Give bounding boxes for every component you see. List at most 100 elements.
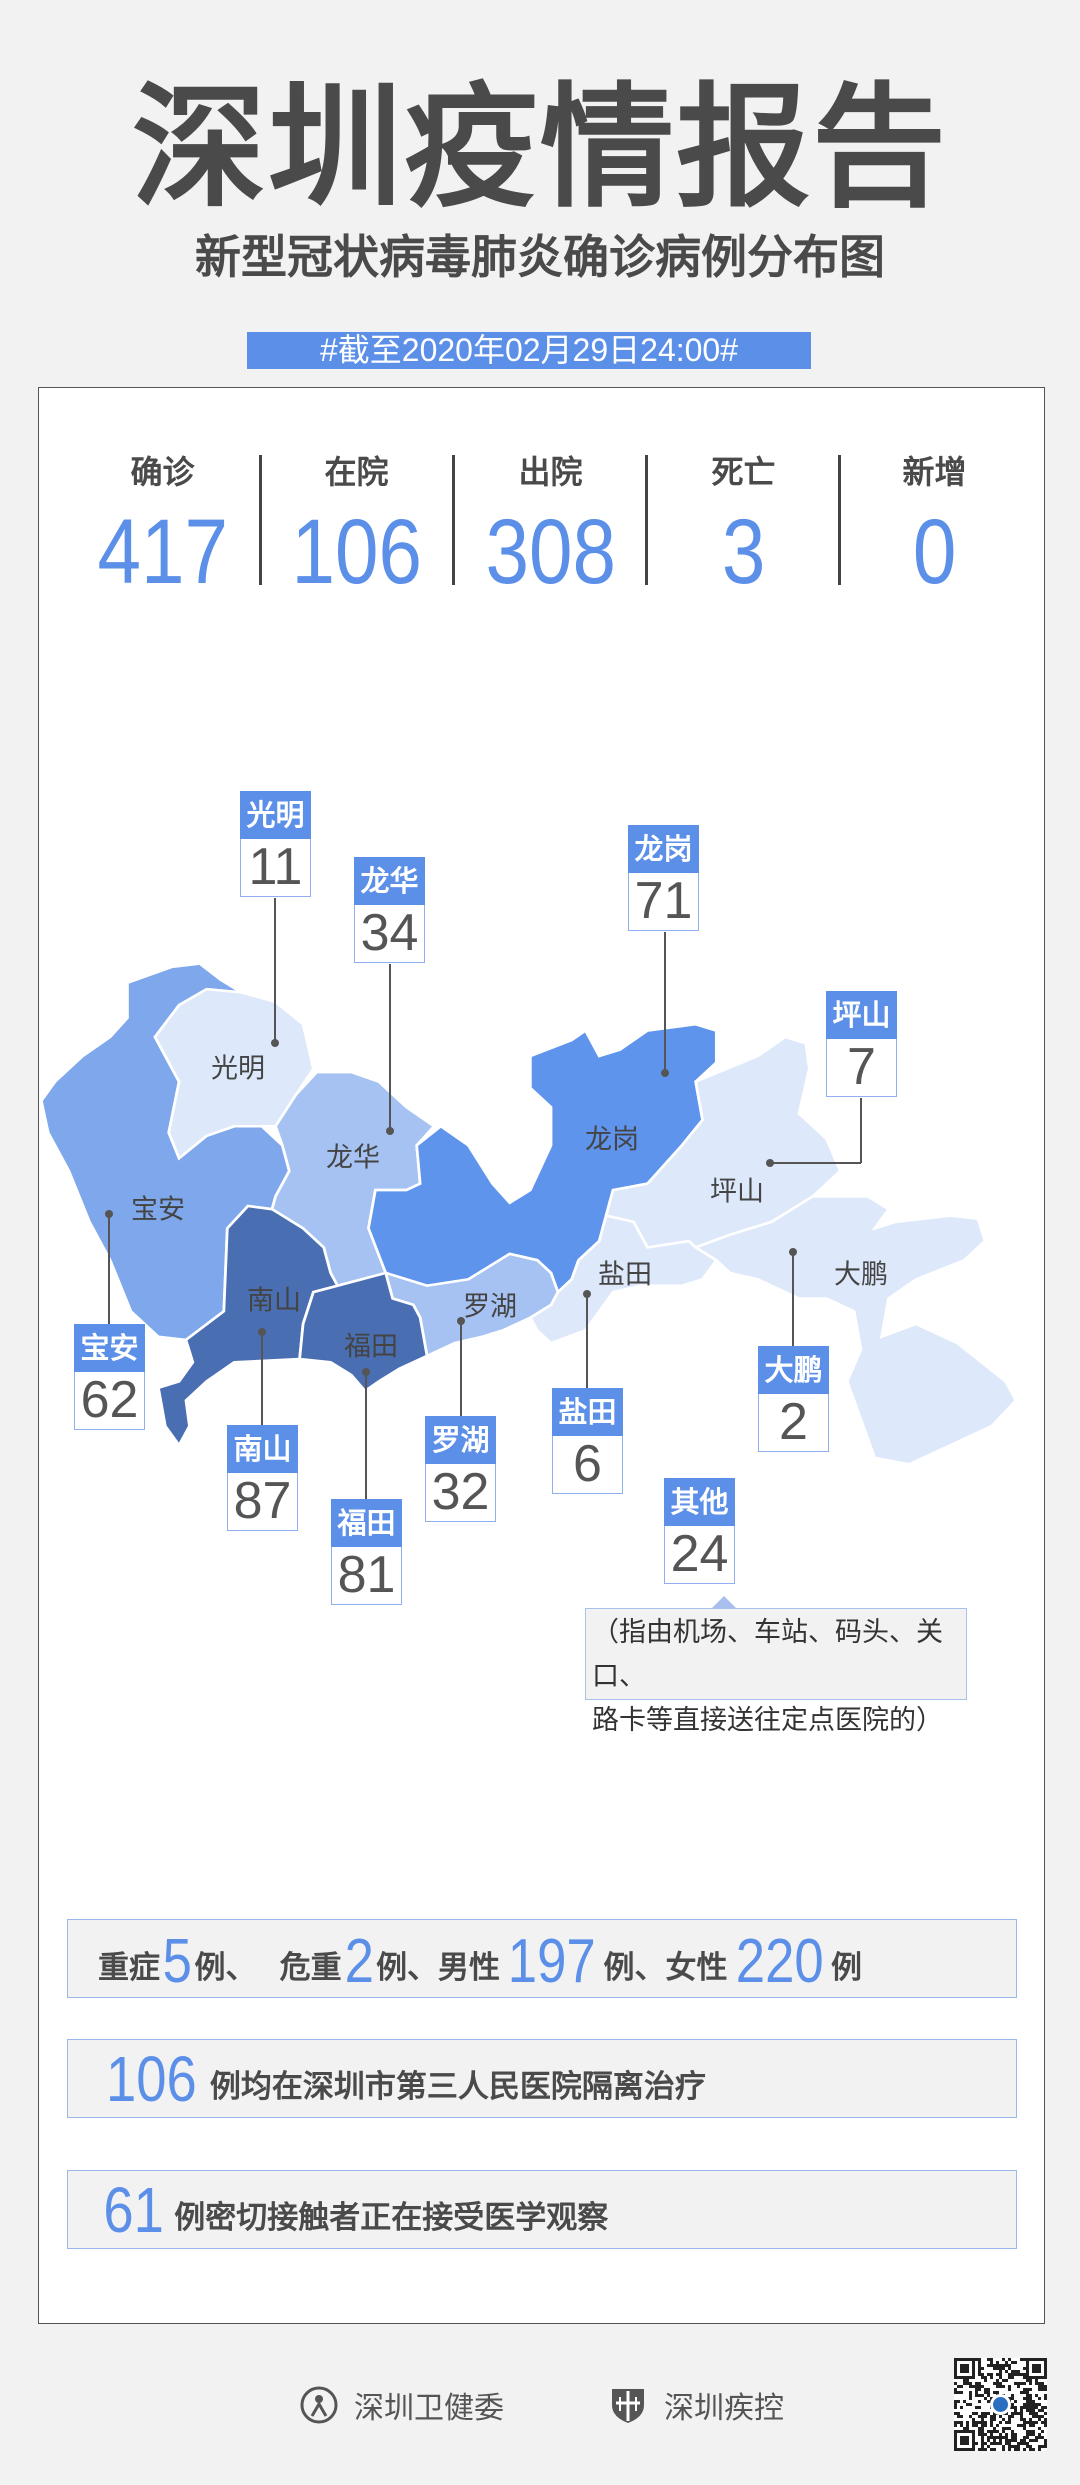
district-name: 罗湖 [425, 1416, 496, 1464]
page-subtitle: 新型冠状病毒肺炎确诊病例分布图 [195, 230, 885, 284]
district-count: 34 [354, 905, 425, 963]
district-count-box: 龙华 34 [354, 857, 425, 964]
leader-line [792, 1252, 794, 1346]
contacts-text: 例密切接触者正在接受医学观察 [174, 2200, 609, 2236]
district-count: 7 [826, 1039, 897, 1097]
district-count: 2 [758, 1394, 829, 1452]
district-region[interactable] [156, 1204, 340, 1448]
health-commission-logo-icon [300, 2386, 338, 2424]
org-name: 深圳疾控 [664, 2391, 784, 2426]
severe-count: 5 [162, 1927, 192, 1996]
district-count: 87 [227, 1473, 298, 1531]
summary-isolation: 106 例均在深圳市第三人民医院隔离治疗 [67, 2039, 1017, 2118]
female-count: 220 [735, 1927, 824, 1996]
district-count-box: 罗湖 32 [425, 1416, 496, 1523]
location-dot [457, 1317, 465, 1325]
district-name: 龙岗 [628, 825, 699, 873]
text: 例、男性 [376, 1950, 501, 1986]
district-name: 其他 [664, 1478, 735, 1526]
leader-line [770, 1162, 861, 1164]
district-name: 龙华 [354, 857, 425, 905]
stat-value: 0 [912, 501, 957, 603]
district-name: 宝安 [74, 1324, 145, 1372]
location-dot [661, 1069, 669, 1077]
divider [259, 455, 262, 585]
leader-line [664, 932, 666, 1073]
stat-label: 新增 [902, 453, 967, 491]
footer-org-health-commission: 深圳卫健委 [300, 2385, 504, 2426]
leader-line [460, 1321, 462, 1416]
district-count-box: 坪山 7 [826, 991, 897, 1098]
district-count: 81 [331, 1547, 402, 1605]
page-title: 深圳疫情报告 [131, 70, 948, 226]
contacts-count: 61 [103, 2174, 164, 2246]
leader-line [860, 1098, 862, 1163]
district-count-box: 福田 81 [331, 1499, 402, 1606]
critical-count: 2 [344, 1927, 374, 1996]
location-dot [789, 1248, 797, 1256]
summary-close-contacts: 61 例密切接触者正在接受医学观察 [67, 2170, 1017, 2249]
leader-line [274, 898, 276, 1043]
isolation-text: 例均在深圳市第三人民医院隔离治疗 [209, 2069, 706, 2105]
divider [645, 455, 648, 585]
cdc-shield-logo-icon [612, 2389, 644, 2423]
qr-code-icon[interactable] [954, 2358, 1047, 2451]
district-region[interactable] [692, 1195, 1018, 1466]
note-pointer [712, 1596, 736, 1608]
text: 例 [830, 1950, 862, 1986]
location-dot [362, 1368, 370, 1376]
location-dot [271, 1039, 279, 1047]
stat-deaths: 死亡 3 [647, 452, 840, 602]
leader-line [108, 1214, 110, 1324]
district-count-box: 盐田 6 [552, 1388, 623, 1495]
district-count: 71 [628, 873, 699, 931]
district-region[interactable] [528, 1214, 719, 1345]
stat-confirmed: 确诊 417 [66, 452, 259, 602]
district-count-box: 大鹏 2 [758, 1346, 829, 1453]
map-district-label: 福田 [344, 1331, 398, 1363]
district-region[interactable] [298, 1271, 429, 1393]
location-dot [258, 1328, 266, 1336]
district-name: 大鹏 [758, 1346, 829, 1394]
location-dot [583, 1290, 591, 1298]
stat-value: 417 [97, 501, 228, 603]
map-district-label: 盐田 [598, 1259, 652, 1291]
stat-discharged: 出院 308 [454, 452, 647, 602]
map-district-label: 光明 [211, 1053, 265, 1085]
district-count-box: 南山 87 [227, 1425, 298, 1532]
leader-line [261, 1332, 263, 1425]
stat-label: 死亡 [711, 453, 776, 491]
other-note: （指由机场、车站、码头、关口、 路卡等直接送往定点医院的） [585, 1608, 967, 1736]
isolation-count: 106 [106, 2043, 197, 2115]
date-banner: #截至2020年02月29日24:00# [247, 332, 811, 369]
map-district-label: 南山 [247, 1285, 301, 1317]
district-count: 32 [425, 1464, 496, 1522]
stat-label: 出院 [518, 453, 583, 491]
map-district-label: 龙岗 [585, 1124, 639, 1156]
district-count-box: 龙岗 71 [628, 825, 699, 932]
stat-label: 确诊 [130, 453, 195, 491]
org-name: 深圳卫健委 [354, 2391, 504, 2426]
divider [838, 455, 841, 585]
text: 例、女性 [603, 1950, 728, 1986]
note-line: 路卡等直接送往定点医院的） [592, 1705, 943, 1736]
map-district-label: 大鹏 [834, 1259, 888, 1291]
male-count: 197 [507, 1927, 596, 1996]
leader-line [389, 964, 391, 1131]
note-line: （指由机场、车站、码头、关口、 [592, 1617, 943, 1692]
stat-value: 308 [485, 501, 616, 603]
district-name: 南山 [227, 1425, 298, 1473]
map-district-label: 龙华 [326, 1142, 380, 1174]
location-dot [766, 1159, 774, 1167]
leader-line [365, 1372, 367, 1499]
stat-new: 新增 0 [838, 452, 1031, 602]
district-count-box: 其他 24 [664, 1478, 735, 1585]
shenzhen-map [39, 962, 1018, 1466]
summary-severity-gender: 重症5例、 危重2例、男性 197 例、女性 220 例 [67, 1919, 1017, 1998]
district-count: 24 [664, 1526, 735, 1584]
severe-label: 重症 [98, 1950, 160, 1986]
district-name: 盐田 [552, 1388, 623, 1436]
district-count: 62 [74, 1372, 145, 1430]
stat-hospitalized: 在院 106 [260, 452, 453, 602]
district-region[interactable] [153, 987, 315, 1161]
